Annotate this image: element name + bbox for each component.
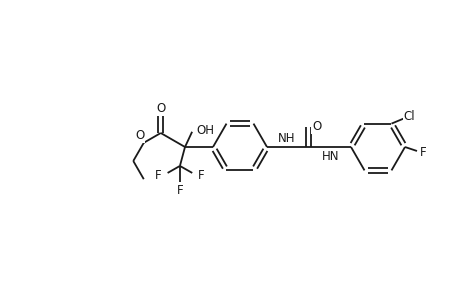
Text: O: O	[156, 102, 165, 115]
Text: Cl: Cl	[403, 110, 414, 123]
Text: O: O	[135, 129, 144, 142]
Text: O: O	[312, 120, 321, 133]
Text: HN: HN	[322, 149, 339, 163]
Text: F: F	[155, 169, 162, 182]
Text: NH: NH	[278, 131, 295, 145]
Text: F: F	[419, 146, 425, 158]
Text: F: F	[176, 184, 183, 197]
Text: OH: OH	[196, 124, 213, 137]
Text: F: F	[197, 169, 204, 182]
